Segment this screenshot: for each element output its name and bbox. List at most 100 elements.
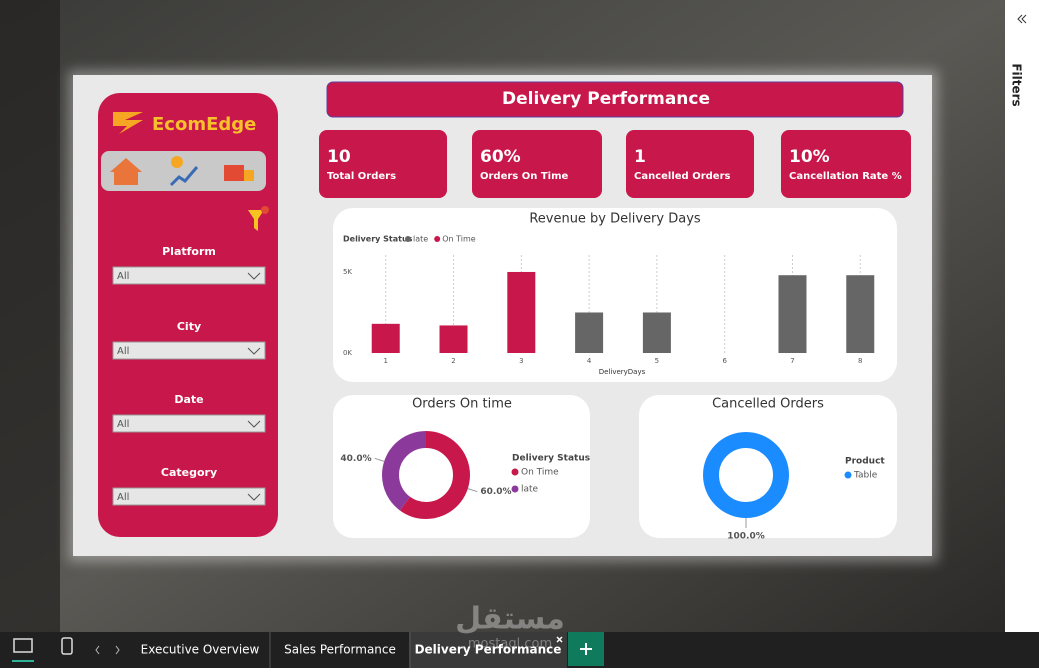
bar (575, 312, 604, 353)
kpi-value: 10% (789, 147, 830, 167)
slicer-label: Platform (162, 245, 216, 258)
revenue-card (333, 208, 897, 382)
legend-label[interactable]: late (413, 235, 428, 244)
x-axis-label: DeliveryDays (599, 368, 646, 376)
slicer-dropdown[interactable] (112, 487, 266, 506)
donut-slice[interactable] (382, 431, 470, 519)
slicer-label: Category (161, 466, 217, 479)
legend-marker (405, 236, 411, 242)
brand-name: EcomEdge (152, 114, 256, 135)
x-tick-label: 2 (451, 357, 455, 365)
filters-pane[interactable] (1005, 0, 1039, 632)
x-tick-label: 4 (587, 357, 592, 365)
page-tab[interactable]: Sales Performance (284, 643, 396, 657)
desktop-view[interactable] (13, 638, 33, 653)
bar (439, 325, 468, 353)
slicer-value: All (117, 271, 129, 282)
kpi-label: Orders On Time (480, 171, 569, 182)
leader-line (374, 457, 385, 462)
close-tab[interactable] (556, 636, 563, 643)
data-label: 60.0% (480, 487, 511, 497)
data-label: 100.0% (727, 532, 765, 542)
dropdown-arrow (247, 347, 261, 355)
page-title: Delivery Performance (502, 89, 710, 109)
page-tab[interactable]: Delivery Performance (415, 643, 562, 657)
clear-filter-icon[interactable] (248, 210, 264, 231)
y-tick-label: 5K (343, 268, 352, 276)
cancelled-card (639, 395, 897, 538)
kpi-label: Total Orders (327, 171, 396, 182)
active-view (12, 660, 34, 662)
title-box (326, 81, 904, 118)
x-tick-label: 5 (655, 357, 659, 365)
slicer-value: All (117, 419, 129, 430)
bar (846, 275, 875, 353)
filters-label[interactable]: Filters (1010, 63, 1024, 106)
slicer-dropdown[interactable] (112, 341, 266, 360)
dropdown-arrow (247, 420, 261, 428)
kpi-card (319, 130, 447, 198)
bar (371, 323, 400, 353)
kpi-card (781, 130, 911, 198)
x-tick-label: 3 (519, 357, 523, 365)
legend-title: Delivery Status (343, 235, 413, 244)
kpi-value: 10 (327, 147, 351, 167)
bar (507, 271, 536, 353)
x-tick-label: 7 (790, 357, 794, 365)
legend-marker (434, 236, 441, 242)
clear-badge (261, 206, 269, 214)
legend-label[interactable]: On Time (442, 235, 476, 244)
mobile-view[interactable] (61, 637, 73, 655)
dropdown-arrow (247, 272, 261, 280)
legend-label[interactable]: Table (853, 471, 878, 481)
legend-marker (844, 471, 852, 479)
bar (778, 275, 807, 353)
kpi-card (626, 130, 754, 198)
slicer-label: Date (174, 393, 203, 406)
truck-icon[interactable] (224, 165, 244, 181)
chart-title: Revenue by Delivery Days (529, 212, 701, 227)
kpi-value: 1 (634, 147, 646, 167)
bar (642, 312, 671, 353)
legend-marker (511, 485, 519, 493)
add-icon (580, 643, 592, 655)
y-tick-label: 0K (343, 349, 352, 357)
coin-icon (171, 156, 183, 168)
bookshelf (0, 0, 60, 632)
legend-title: Product (845, 457, 885, 467)
kpi-card (472, 130, 602, 198)
x-tick-label: 1 (383, 357, 387, 365)
slicer-dropdown[interactable] (112, 266, 266, 285)
data-label: 40.0% (340, 454, 371, 464)
active-tab (409, 632, 567, 668)
chart-title: Orders On time (412, 397, 512, 412)
slicer-label: City (177, 320, 201, 333)
legend-title: Delivery Status (512, 454, 590, 464)
kpi-value: 60% (480, 147, 521, 167)
watermark: mostaql.com (468, 637, 552, 652)
watermark: مستقل (455, 602, 565, 637)
legend-label[interactable]: late (521, 485, 539, 495)
slicer-dropdown[interactable] (112, 414, 266, 433)
donut-slice[interactable] (703, 432, 789, 518)
x-tick-label: 8 (858, 357, 862, 365)
legend-label[interactable]: On Time (521, 468, 559, 478)
truck-cab (244, 170, 254, 181)
home-icon[interactable] (110, 158, 142, 185)
x-tick-label: 6 (722, 357, 727, 365)
dropdown-arrow (247, 493, 261, 501)
legend-marker (511, 468, 519, 476)
kpi-label: Cancellation Rate % (789, 171, 902, 182)
brand-logo (113, 112, 143, 134)
chart-title: Cancelled Orders (712, 397, 824, 412)
tab-scroll[interactable] (95, 645, 120, 655)
kpi-label: Cancelled Orders (634, 171, 730, 182)
sales-icon[interactable] (169, 166, 199, 187)
collapse-icon[interactable] (1017, 14, 1027, 24)
page-tab[interactable]: Executive Overview (141, 643, 260, 657)
leader-line (467, 488, 478, 493)
slicer-value: All (117, 346, 129, 357)
slicer-value: All (117, 492, 129, 503)
